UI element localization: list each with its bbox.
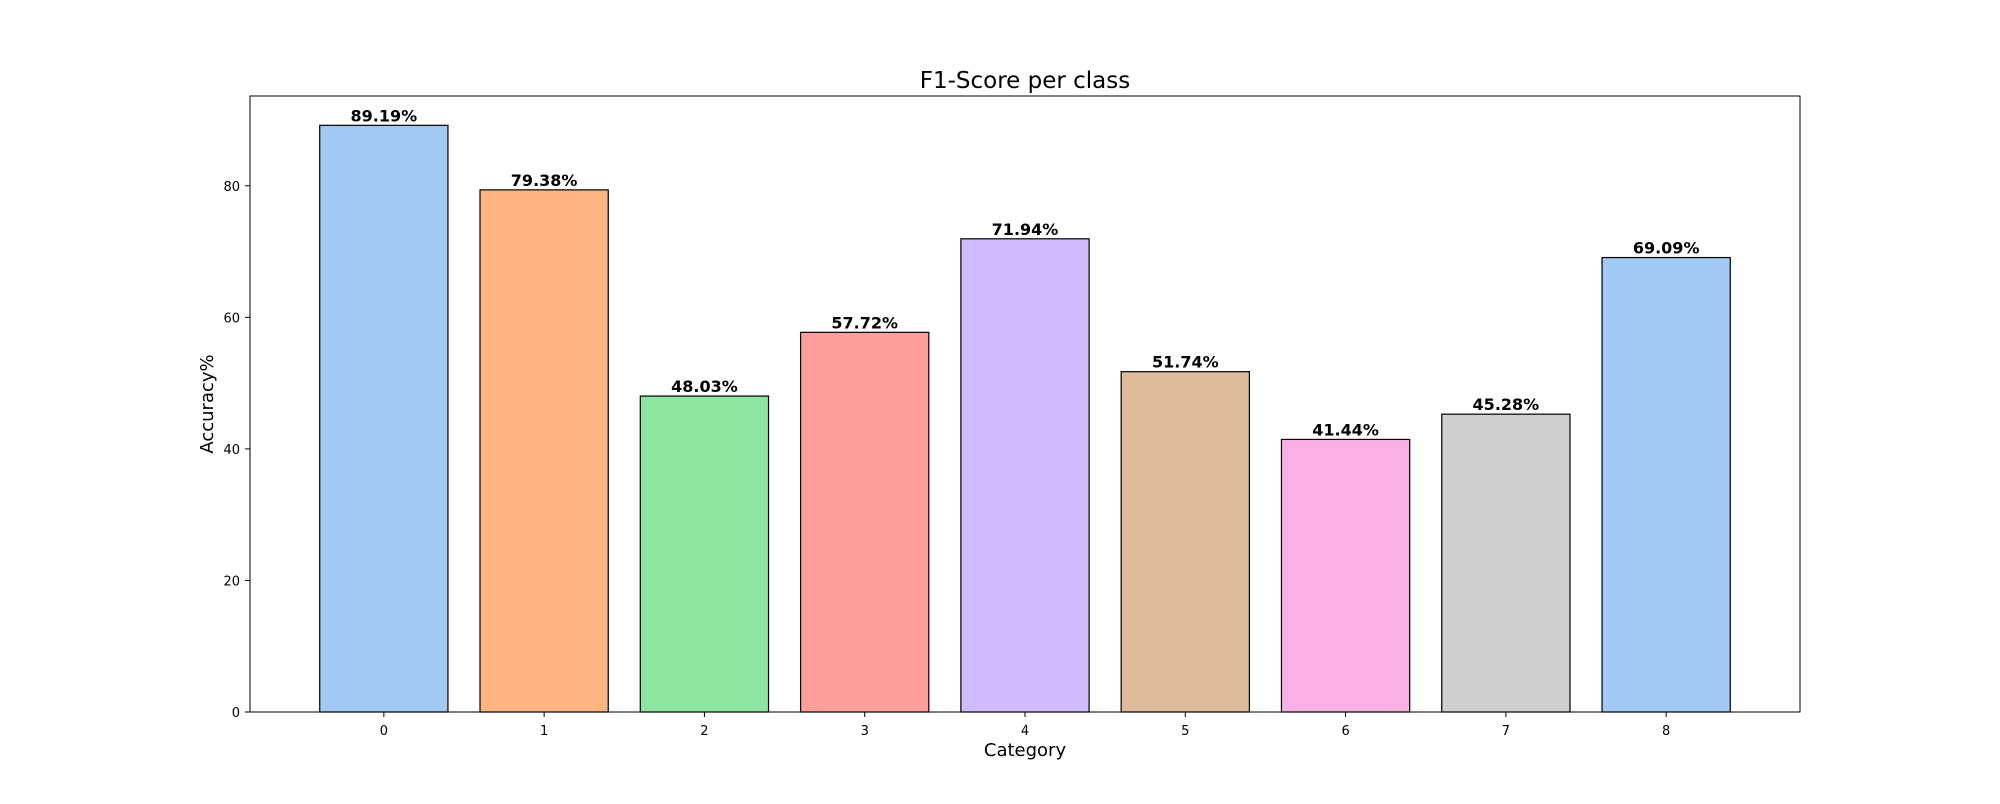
- bar: [639, 395, 770, 713]
- y-tick-label: 80: [223, 180, 240, 195]
- bar: [479, 189, 609, 713]
- y-axis-label: Accuracy%: [197, 354, 218, 453]
- bar: [1601, 256, 1731, 713]
- y-tick-label: 60: [223, 311, 240, 326]
- x-tick-label: 6: [1341, 724, 1349, 739]
- x-tick-label: 8: [1662, 724, 1670, 739]
- bar-value-label: 57.72%: [831, 313, 898, 332]
- bar: [960, 238, 1090, 713]
- bar: [1280, 438, 1411, 713]
- bar: [319, 124, 449, 713]
- bar-value-label: 71.94%: [992, 220, 1059, 239]
- y-tick-label: 0: [232, 706, 240, 721]
- data-labels-group: 89.19% 79.38% 48.03% 57.72% 71.94% 51.74% 41.4…: [351, 106, 1700, 439]
- bar-value-label: 51.74%: [1152, 353, 1219, 372]
- plot-area-frame: [249, 95, 1801, 713]
- bars-group: [319, 124, 1731, 713]
- y-tick-label: 40: [223, 443, 240, 458]
- x-axis: 0 1 2 3 4 5 6 7 8: [380, 712, 1670, 739]
- bar: [1120, 371, 1251, 713]
- x-tick-label: 1: [540, 724, 548, 739]
- bar-value-label: 79.38%: [511, 171, 578, 190]
- bar: [799, 331, 930, 713]
- x-tick-label: 7: [1502, 724, 1510, 739]
- x-tick-label: 0: [380, 724, 388, 739]
- x-tick-label: 4: [1021, 724, 1029, 739]
- x-axis-label: Category: [984, 740, 1067, 761]
- x-tick-label: 5: [1181, 724, 1189, 739]
- bar-value-label: 89.19%: [351, 106, 418, 125]
- x-tick-label: 2: [700, 724, 708, 739]
- chart-title: F1-Score per class: [920, 68, 1131, 94]
- bar-value-label: 41.44%: [1312, 420, 1379, 439]
- bar: [1441, 413, 1571, 713]
- bar-value-label: 45.28%: [1473, 395, 1540, 414]
- bar-value-label: 48.03%: [671, 377, 738, 396]
- bar-value-label: 69.09%: [1633, 239, 1700, 258]
- y-tick-label: 20: [223, 574, 240, 589]
- x-tick-label: 3: [861, 724, 869, 739]
- y-axis: 0 20 40 60 80: [223, 180, 250, 721]
